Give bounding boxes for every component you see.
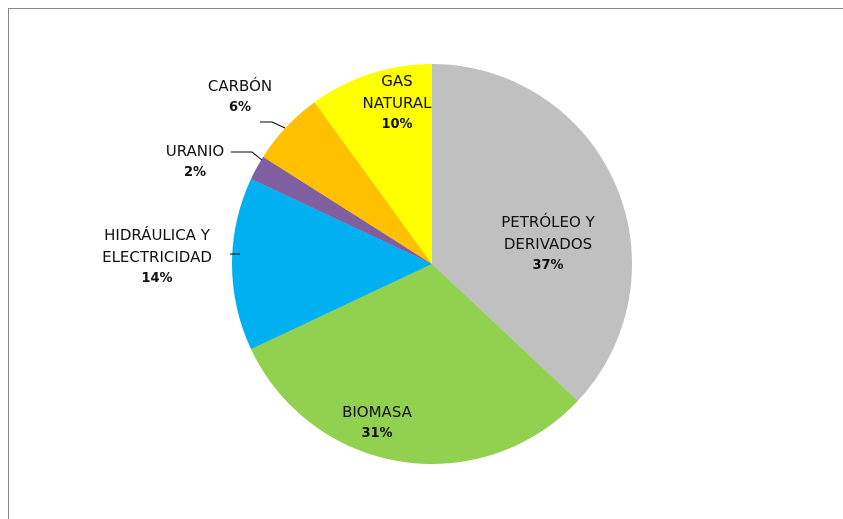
leader-line: [260, 121, 286, 129]
leader-line: [231, 151, 263, 161]
value-label: 14%: [141, 271, 173, 286]
slice-label: PETRÓLEO Y DERIVADOS 37%: [468, 211, 628, 277]
category-label: BIOMASA: [342, 403, 412, 421]
slice-label: GAS NATURAL 10%: [347, 70, 447, 136]
slice-label: CARBÓN 6%: [190, 75, 290, 119]
pie-slice: [251, 264, 578, 464]
value-label: 37%: [532, 258, 564, 273]
pie-slice: [232, 178, 432, 350]
slice-label: URANIO 2%: [145, 140, 245, 184]
pie-slice: [432, 64, 632, 401]
category-label: URANIO: [165, 142, 225, 160]
frame: [8, 8, 843, 519]
category-label: HIDRÁULICA Y ELECTRICIDAD: [102, 226, 212, 266]
pie-slice: [314, 64, 432, 264]
pie-slice: [263, 102, 432, 265]
value-label: 10%: [381, 117, 413, 132]
value-label: 2%: [183, 165, 207, 180]
pie-slice: [251, 156, 432, 264]
category-label: PETRÓLEO Y DERIVADOS: [501, 213, 595, 253]
category-label: GAS NATURAL: [362, 72, 432, 112]
value-label: 6%: [228, 100, 252, 115]
slice-label: HIDRÁULICA Y ELECTRICIDAD 14%: [77, 224, 237, 290]
slice-label: BIOMASA 31%: [307, 401, 447, 445]
category-label: CARBÓN: [207, 77, 273, 95]
value-label: 31%: [361, 426, 393, 441]
